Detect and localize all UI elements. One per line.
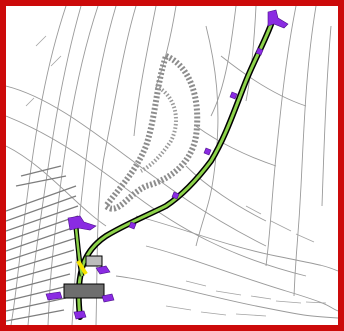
- hatch-line: [6, 215, 79, 242]
- route-endpoint-marker: [73, 310, 87, 320]
- structure-box: [85, 255, 103, 267]
- hill-core: [140, 84, 178, 173]
- contour-line: [145, 245, 338, 312]
- contour-line: [185, 165, 267, 222]
- contour-line: [210, 6, 237, 117]
- dash: [25, 35, 62, 107]
- hatch-line: [6, 185, 77, 212]
- structure-boxes: [63, 255, 105, 299]
- hatch-line: [6, 249, 75, 272]
- route-endpoint-marker: [267, 9, 289, 29]
- contour-line: [6, 145, 107, 227]
- hatch-line: [20, 165, 62, 177]
- contour-line: [155, 6, 177, 87]
- contour-line: [10, 6, 67, 325]
- hatch-line: [6, 273, 71, 292]
- hatch-line: [6, 297, 67, 312]
- hatch-line: [6, 261, 73, 282]
- route-marker: [203, 147, 212, 156]
- hill-ridge: [101, 52, 201, 212]
- route-marker: [128, 221, 137, 230]
- contour-line: [220, 55, 307, 107]
- dash: [185, 280, 327, 304]
- map-background: [6, 6, 338, 325]
- hatch-line: [6, 205, 79, 232]
- contour-line: [135, 215, 338, 272]
- contour-line: [245, 6, 257, 102]
- route-markers[interactable]: [45, 9, 289, 320]
- route-marker: [229, 91, 238, 100]
- contour-line: [27, 6, 82, 325]
- dash: [245, 205, 315, 243]
- route-line[interactable]: [73, 13, 277, 320]
- contour-line: [115, 275, 338, 319]
- contour-line: [321, 25, 332, 207]
- route-branch-fill: [74, 227, 84, 277]
- dash: [165, 305, 267, 317]
- topographic-map[interactable]: [6, 6, 338, 325]
- route-highlight: [76, 259, 88, 276]
- hatch-line: [6, 195, 77, 222]
- contour-line: [71, 6, 117, 325]
- contour-lines: [6, 6, 338, 325]
- hatch-line: [6, 285, 69, 302]
- route-marker: [171, 191, 180, 200]
- route-marker: [45, 291, 63, 301]
- contour-line: [265, 6, 297, 267]
- hatch-line: [6, 237, 77, 262]
- terrain-dashes: [25, 35, 327, 317]
- contour-line: [195, 125, 277, 167]
- contour-line: [6, 85, 267, 247]
- hatch-line: [15, 175, 67, 187]
- contour-line: [293, 6, 317, 297]
- route-marker: [95, 265, 111, 275]
- route-marker: [101, 293, 115, 303]
- hatch-line: [6, 225, 79, 252]
- hatch-line: [6, 309, 65, 322]
- contour-line: [133, 6, 157, 137]
- route-endpoint-marker: [67, 215, 97, 231]
- hatched-terrain: [6, 165, 79, 322]
- structure-box: [63, 283, 105, 299]
- route-marker: [255, 47, 264, 56]
